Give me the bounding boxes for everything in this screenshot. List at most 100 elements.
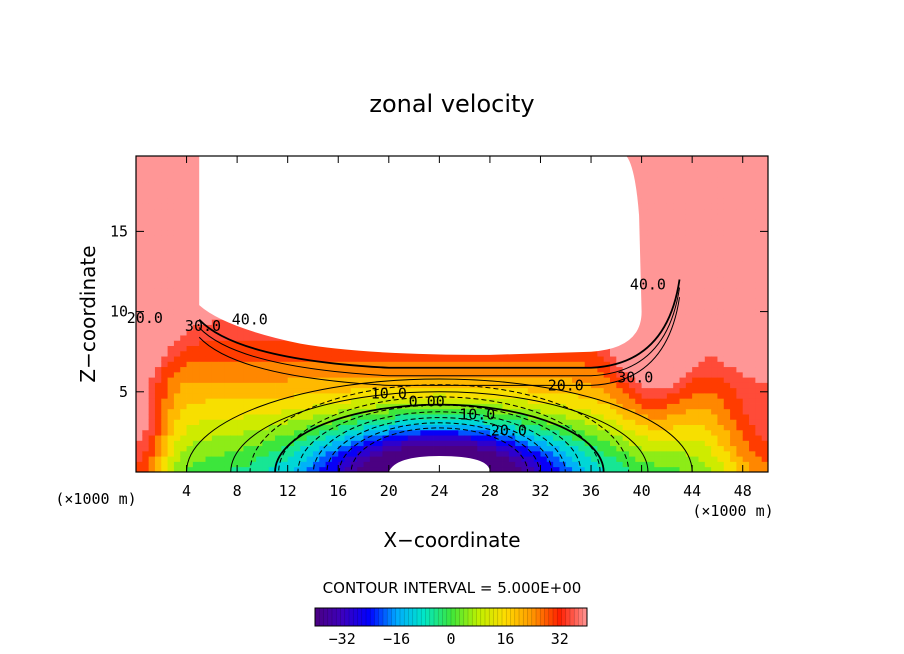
- field-cell: [180, 408, 187, 415]
- field-cell: [262, 466, 270, 472]
- field-cell: [331, 393, 339, 399]
- field-cell: [237, 356, 244, 362]
- field-cell: [142, 187, 150, 194]
- field-cell: [572, 440, 579, 447]
- field-cell: [199, 435, 206, 441]
- field-cell: [641, 171, 649, 178]
- field-cell: [167, 166, 175, 173]
- field-cell: [180, 366, 187, 373]
- field-cell: [477, 450, 484, 457]
- field-cell: [287, 456, 295, 462]
- field-cell: [647, 182, 655, 188]
- field-cell: [148, 292, 156, 299]
- field-cell: [148, 177, 156, 183]
- field-cell: [540, 429, 548, 436]
- field-cell: [603, 408, 611, 415]
- field-cell: [167, 414, 175, 420]
- field-cell: [167, 277, 175, 283]
- field-cell: [224, 366, 232, 373]
- field-cell: [477, 414, 484, 420]
- field-cell: [382, 461, 390, 468]
- field-cell: [616, 445, 624, 452]
- field-cell: [401, 366, 409, 373]
- field-cell: [136, 287, 143, 294]
- field-cell: [275, 377, 282, 383]
- field-cell: [167, 198, 175, 204]
- field-cell: [148, 466, 156, 472]
- field-cell: [154, 166, 162, 173]
- field-cell: [388, 350, 396, 357]
- field-cell: [647, 161, 655, 167]
- field-cell: [136, 213, 143, 220]
- field-cell: [565, 419, 573, 425]
- field-cell: [192, 156, 200, 162]
- field-cell: [534, 450, 541, 457]
- field-cell: [154, 450, 162, 457]
- field-cell: [154, 277, 162, 283]
- field-cell: [540, 440, 548, 447]
- field-cell: [502, 361, 510, 368]
- field-cell: [199, 366, 206, 373]
- field-cell: [376, 414, 383, 420]
- field-cell: [173, 319, 181, 325]
- field-cell: [243, 387, 251, 394]
- field-cell: [496, 387, 503, 394]
- field-cell: [635, 382, 642, 389]
- field-cell: [578, 466, 586, 472]
- field-cell: [344, 456, 352, 462]
- field-cell: [489, 414, 497, 420]
- field-cell: [161, 308, 168, 315]
- field-cell: [584, 398, 592, 404]
- field-cell: [287, 445, 295, 452]
- field-cell: [496, 398, 503, 404]
- field-cell: [376, 461, 383, 468]
- field-cell: [319, 371, 326, 378]
- field-cell: [546, 366, 554, 373]
- field-cell: [136, 277, 143, 283]
- field-cell: [249, 424, 257, 431]
- field-cell: [331, 419, 339, 425]
- field-cell: [660, 445, 668, 452]
- field-cell: [154, 208, 162, 215]
- field-cell: [230, 450, 238, 457]
- field-cell: [237, 456, 244, 462]
- field-cell: [230, 387, 238, 394]
- field-cell: [192, 398, 200, 404]
- field-cell: [136, 424, 143, 431]
- field-cell: [142, 414, 150, 420]
- field-cell: [180, 250, 187, 257]
- field-cell: [331, 366, 339, 373]
- field-cell: [249, 377, 257, 383]
- field-cell: [654, 287, 661, 294]
- field-cell: [338, 445, 345, 452]
- field-cell: [628, 366, 636, 373]
- field-cell: [546, 435, 554, 441]
- field-cell: [249, 356, 257, 362]
- field-cell: [306, 419, 314, 425]
- field-cell: [641, 166, 649, 173]
- field-cell: [641, 424, 649, 431]
- field-cell: [205, 450, 213, 457]
- field-cell: [186, 393, 194, 399]
- field-cell: [268, 377, 276, 383]
- field-cell: [534, 414, 541, 420]
- field-cell: [654, 461, 661, 468]
- field-cell: [382, 445, 390, 452]
- field-cell: [458, 408, 466, 415]
- field-cell: [256, 456, 263, 462]
- field-cell: [654, 271, 661, 278]
- field-cell: [319, 424, 326, 431]
- field-cell: [192, 308, 200, 315]
- field-cell: [628, 393, 636, 399]
- field-cell: [319, 361, 326, 368]
- field-cell: [294, 340, 301, 346]
- field-cell: [180, 271, 187, 278]
- field-cell: [407, 424, 415, 431]
- field-cell: [173, 282, 181, 289]
- field-cell: [167, 456, 175, 462]
- field-cell: [591, 424, 598, 431]
- field-cell: [641, 403, 649, 410]
- field-cell: [591, 366, 598, 373]
- field-cell: [515, 429, 522, 436]
- field-cell: [407, 450, 415, 457]
